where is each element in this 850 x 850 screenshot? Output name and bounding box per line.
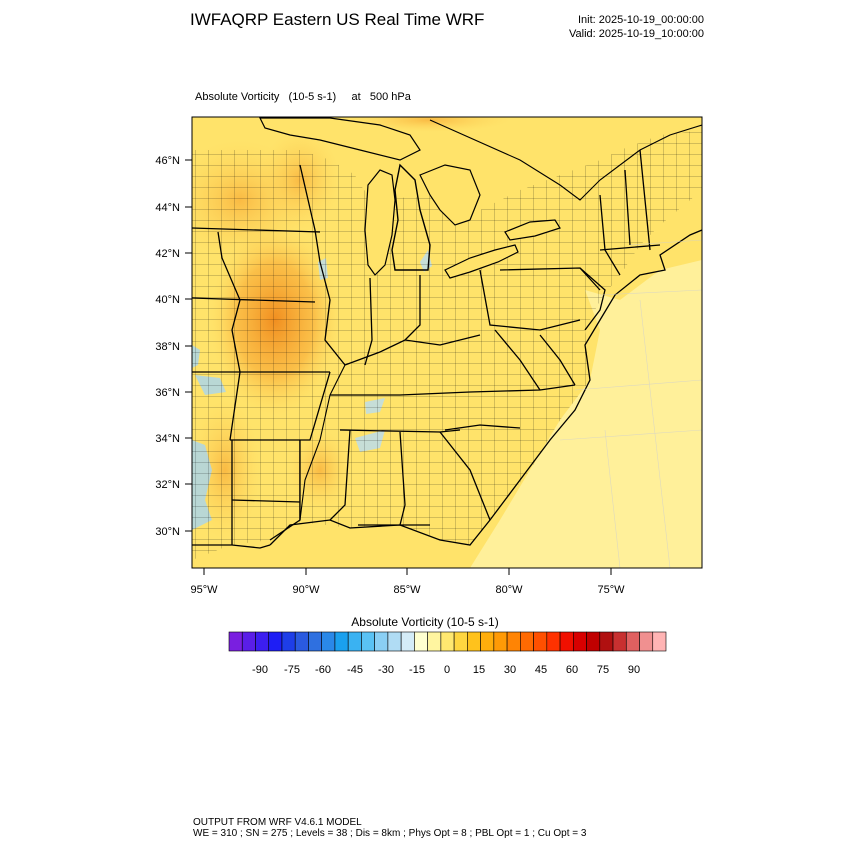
colorbar-cell	[268, 631, 283, 652]
colorbar-cell	[321, 631, 336, 652]
lake-huron	[419, 164, 481, 226]
colorbar-cell	[506, 631, 521, 652]
colorbar-cell	[374, 631, 389, 652]
colorbar-label: 30	[504, 664, 516, 676]
lat-label: 38°N	[155, 341, 180, 353]
colorbar-label: -60	[315, 664, 331, 676]
colorbar-cell	[400, 631, 415, 652]
lake-erie	[444, 244, 519, 279]
michigan-outline	[391, 163, 431, 271]
colorbar-cell	[347, 631, 362, 652]
county-boundaries	[192, 130, 702, 560]
lat-label: 32°N	[155, 479, 180, 491]
lon-label: 85°W	[393, 584, 421, 596]
colorbar-label: -75	[284, 664, 300, 676]
colorbar-label: -90	[252, 664, 268, 676]
field-title: Absolute Vorticity (10-5 s-1) at 500 hPa	[195, 91, 411, 103]
colorbar-label: 75	[597, 664, 609, 676]
lat-label: 40°N	[155, 294, 180, 306]
colorbar-label: -15	[409, 664, 425, 676]
lat-label: 34°N	[155, 433, 180, 445]
colorbar-label: -45	[347, 664, 363, 676]
time-info: Init: 2025-10-19_00:00:00 Valid: 2025-10…	[569, 13, 704, 41]
colorbar-cell	[652, 631, 667, 652]
lon-ticks	[203, 568, 612, 575]
lat-tick-labels: 46°N 44°N 42°N 40°N 38°N 36°N 34°N 32°N …	[155, 155, 180, 538]
colorbar-cell	[440, 631, 455, 652]
colorbar-cell	[625, 631, 640, 652]
lat-label: 30°N	[155, 526, 180, 538]
colorbar-cell	[361, 631, 375, 652]
colorbar-cell	[559, 631, 574, 652]
lat-label: 46°N	[155, 155, 180, 167]
lake-superior	[259, 117, 421, 161]
colorbar-cell	[241, 631, 256, 652]
model-footer: OUTPUT FROM WRF V4.6.1 MODEL WE = 310 ; …	[193, 817, 586, 839]
lon-label: 80°W	[495, 584, 523, 596]
colorbar-label: 90	[628, 664, 640, 676]
graticule	[559, 239, 702, 568]
lon-label: 95°W	[190, 584, 218, 596]
colorbar-cell	[639, 631, 654, 652]
lat-label: 42°N	[155, 248, 180, 260]
colorbar	[228, 631, 667, 652]
colorbar-cell	[427, 631, 442, 652]
colorbar-cell	[493, 631, 508, 652]
mississippi-river	[299, 364, 346, 521]
colorbar-cell	[546, 631, 561, 652]
map-frame	[191, 116, 703, 569]
colorbar-label: 60	[566, 664, 578, 676]
colorbar-label: 15	[473, 664, 485, 676]
colorbar-cell	[599, 631, 614, 652]
state-boundaries	[192, 149, 661, 545]
colorbar-title: Absolute Vorticity (10-5 s-1)	[351, 615, 499, 629]
colorbar-cell	[533, 631, 548, 652]
map-area	[192, 117, 702, 568]
colorbar-cell	[281, 631, 296, 652]
lon-tick-labels: 95°W 90°W 85°W 80°W 75°W	[190, 584, 625, 596]
coastline	[269, 229, 702, 546]
colorbar-cell	[520, 631, 534, 652]
lake-ontario	[504, 219, 561, 241]
colorbar-cell	[453, 631, 468, 652]
colorbar-label: 0	[444, 664, 450, 676]
valid-time: Valid: 2025-10-19_10:00:00	[569, 28, 704, 40]
colorbar-cell	[308, 631, 322, 652]
init-time: Init: 2025-10-19_00:00:00	[578, 14, 704, 26]
colorbar-cell	[294, 631, 309, 652]
lon-label: 90°W	[292, 584, 320, 596]
colorbar-label: 45	[535, 664, 547, 676]
colorbar-cell	[387, 631, 402, 652]
lat-label: 44°N	[155, 202, 180, 214]
lat-ticks	[185, 159, 192, 532]
footer-line-2: WE = 310 ; SN = 275 ; Levels = 38 ; Dis …	[193, 828, 587, 839]
canada-border	[429, 119, 702, 201]
lon-label: 75°W	[597, 584, 625, 596]
colorbar-cell	[255, 631, 270, 652]
footer-line-1: OUTPUT FROM WRF V4.6.1 MODEL	[193, 817, 362, 828]
colorbar-cell	[467, 631, 481, 652]
colorbar-labels: -90 -75 -60 -45 -30 -15 0 15 30 45 60 75…	[252, 664, 640, 676]
lat-label: 36°N	[155, 387, 180, 399]
colorbar-cell	[414, 631, 428, 652]
colorbar-label: -30	[378, 664, 394, 676]
lake-michigan	[364, 169, 396, 276]
colorbar-cell	[480, 631, 495, 652]
colorbar-cell	[334, 631, 349, 652]
colorbar-cell	[586, 631, 601, 652]
colorbar-cell	[228, 631, 243, 652]
colorbar-cell	[612, 631, 627, 652]
colorbar-cell	[572, 631, 587, 652]
plot-title: IWFAQRP Eastern US Real Time WRF	[190, 10, 485, 29]
